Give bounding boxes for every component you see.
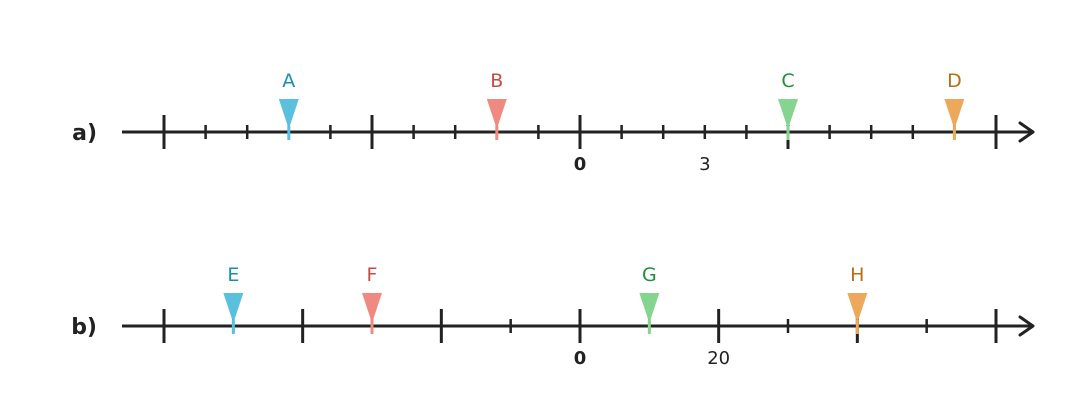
marker-pointer-icon bbox=[223, 293, 244, 323]
marker-label: A bbox=[282, 70, 295, 92]
tick-label: 0 bbox=[574, 154, 587, 175]
marker-label: F bbox=[367, 264, 378, 286]
marker-pointer-icon bbox=[639, 293, 660, 323]
marker-label: D bbox=[947, 70, 962, 92]
marker-e: E bbox=[223, 264, 244, 334]
marker-pointer-icon bbox=[278, 99, 299, 129]
marker-pointer-icon bbox=[486, 99, 507, 129]
marker-c: C bbox=[778, 70, 798, 140]
marker-label: C bbox=[781, 70, 794, 92]
line-label: b) bbox=[71, 315, 97, 340]
marker-g: G bbox=[639, 264, 660, 334]
axis-arrow-icon bbox=[1018, 121, 1035, 143]
marker-a: A bbox=[278, 70, 299, 140]
marker-pointer-icon bbox=[362, 293, 382, 323]
tick-label: 3 bbox=[699, 154, 710, 175]
marker-pointer-icon bbox=[944, 99, 965, 129]
marker-label: H bbox=[850, 264, 864, 286]
line-label: a) bbox=[72, 121, 97, 146]
marker-pointer-icon bbox=[847, 293, 868, 323]
number-line-b: b) 0 20 E F G H bbox=[71, 264, 1035, 369]
marker-d: D bbox=[944, 70, 965, 140]
number-line-a: a) 0 3 A B C D bbox=[72, 70, 1035, 175]
axis-arrow-icon bbox=[1018, 315, 1035, 337]
tick-label: 0 bbox=[574, 348, 587, 369]
marker-label: B bbox=[490, 70, 503, 92]
marker-b: B bbox=[486, 70, 507, 140]
marker-label: G bbox=[642, 264, 657, 286]
marker-h: H bbox=[847, 264, 868, 334]
marker-label: E bbox=[227, 264, 239, 286]
marker-f: F bbox=[362, 264, 382, 334]
marker-pointer-icon bbox=[778, 99, 798, 129]
tick-label: 20 bbox=[707, 348, 730, 369]
